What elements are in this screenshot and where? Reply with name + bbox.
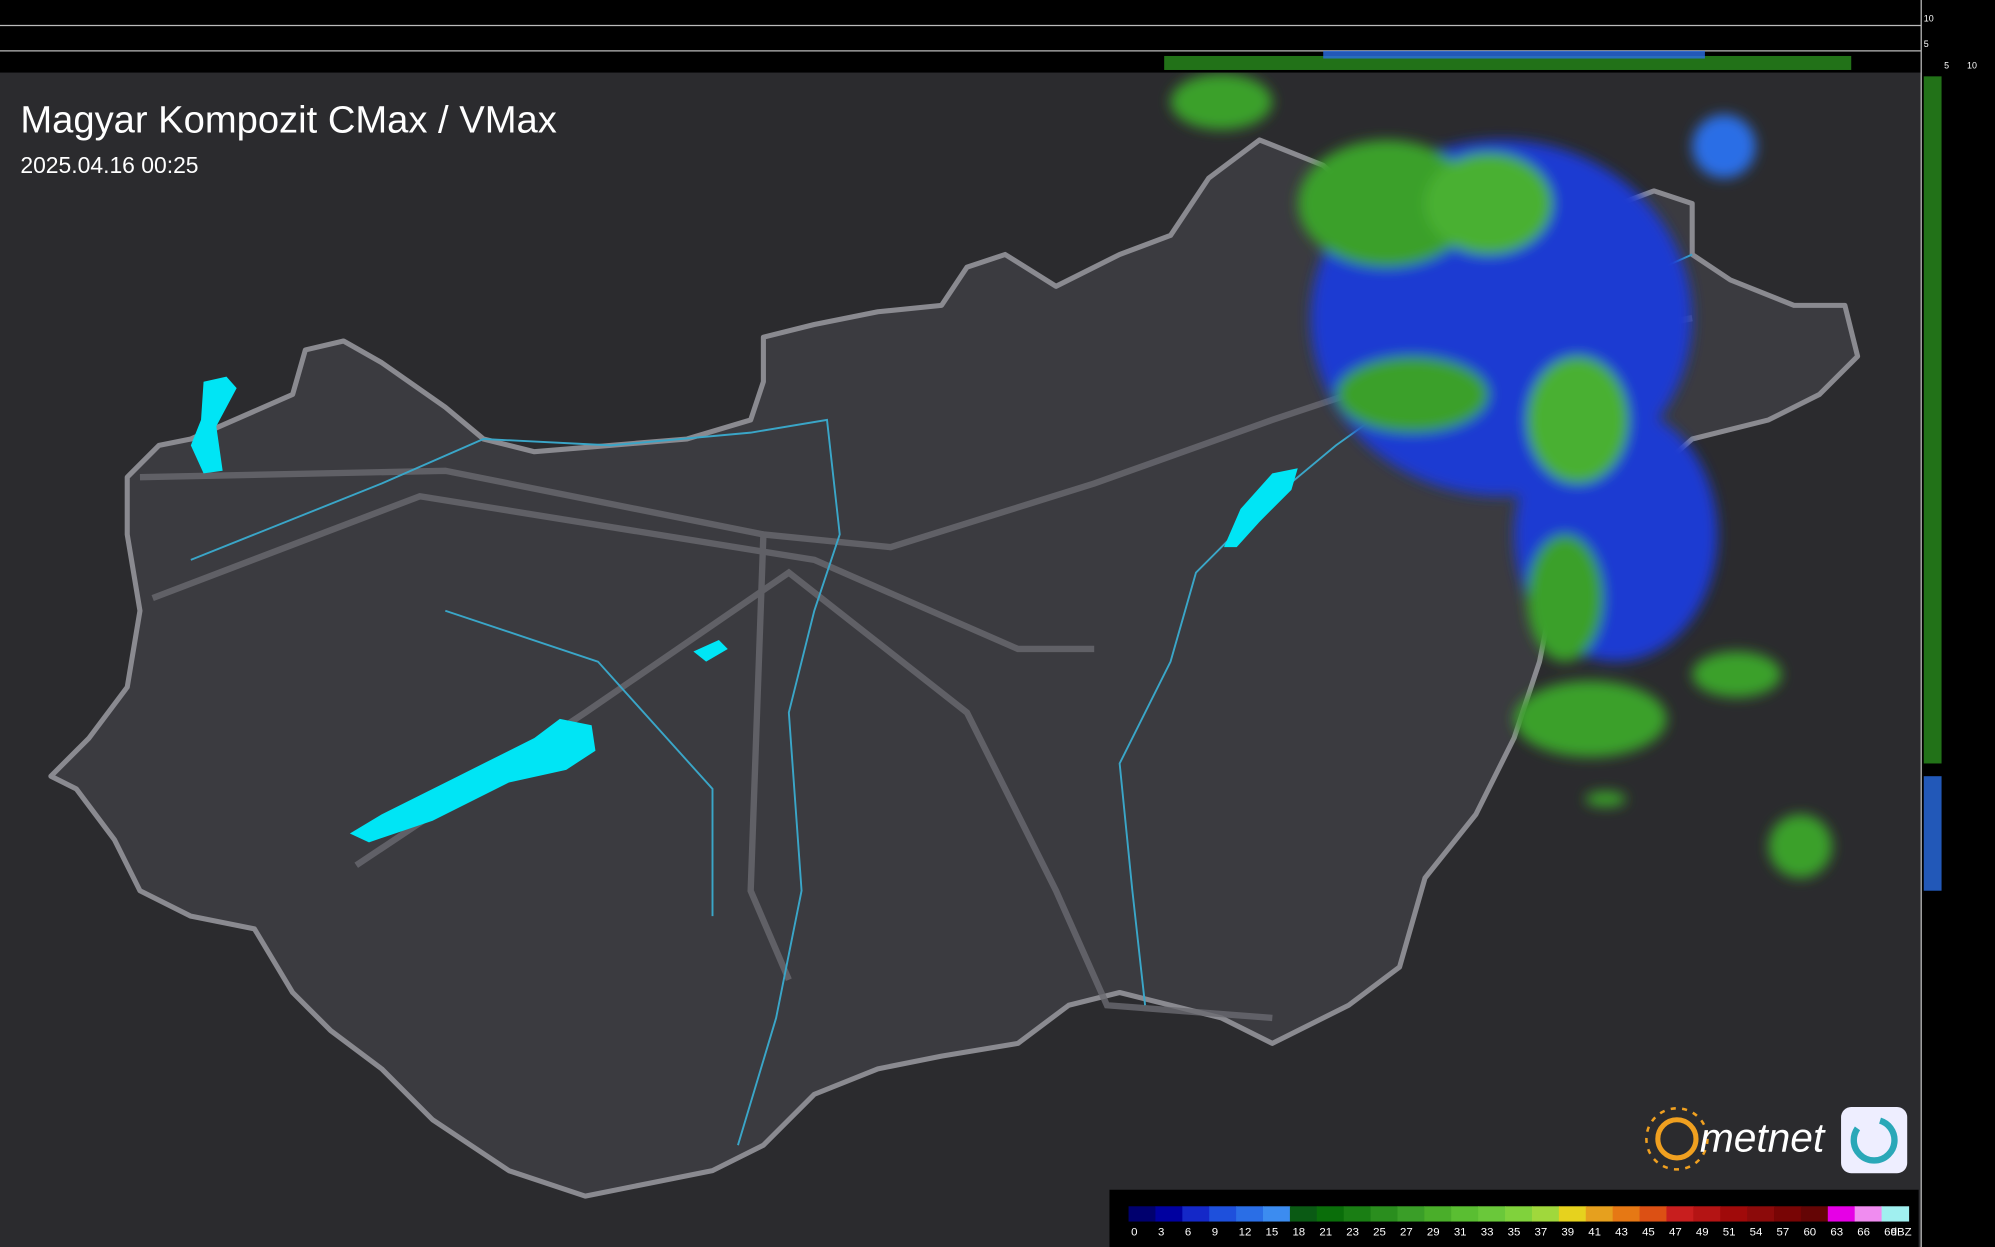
profile-echo [1923,776,1942,891]
legend-swatch [1209,1206,1237,1222]
legend-label: 39 [1561,1227,1574,1239]
profile-tick-label: 5 [1944,61,1949,71]
legend-swatch [1424,1206,1452,1222]
legend-swatch [1182,1206,1210,1222]
legend-swatch [1585,1206,1614,1222]
legend-label: 6 [1185,1227,1191,1239]
profile-tick-label: 10 [1967,61,1977,71]
legend-swatch [1289,1206,1318,1222]
radar-echoes [1170,73,1833,878]
profile-echo [1923,76,1942,764]
legend-label: 51 [1723,1227,1736,1239]
legend-label: 35 [1508,1227,1521,1239]
legend-swatch [1720,1206,1748,1222]
legend-label: 3 [1158,1227,1164,1239]
legend-swatch [1612,1206,1641,1222]
legend-swatch [1478,1206,1506,1222]
legend-label: 66 [1857,1227,1870,1239]
lakes [190,376,1298,843]
logo: metnet [1645,1107,1908,1174]
legend-label: 54 [1750,1227,1763,1239]
legend-swatch [1128,1206,1157,1222]
legend-label: 12 [1239,1227,1252,1239]
legend-swatch [1800,1206,1829,1222]
legend-label: 25 [1373,1227,1386,1239]
legend-label: 9 [1212,1227,1218,1239]
legend-swatch [1558,1206,1587,1222]
legend-label: 18 [1292,1227,1305,1239]
legend-swatch [1451,1206,1479,1222]
legend-swatch [1747,1206,1775,1222]
timestamp: 2025.04.16 00:25 [20,152,198,178]
legend-label: 31 [1454,1227,1467,1239]
legend-swatch [1881,1206,1910,1222]
legend-label: 37 [1535,1227,1548,1239]
legend-label: 47 [1669,1227,1682,1239]
legend-swatch [1263,1206,1291,1222]
legend-label: 57 [1777,1227,1790,1239]
legend-unit: dBZ [1891,1227,1912,1239]
legend-swatch [1639,1206,1668,1222]
legend-label: 69 [1884,1227,1897,1239]
legend-label: 33 [1481,1227,1494,1239]
profile-tick-label: 10 [1924,14,1934,24]
legend-label: 0 [1131,1227,1137,1239]
legend-swatch [1370,1206,1399,1222]
profile-echo [1164,55,1852,70]
legend-label: 27 [1400,1227,1413,1239]
legend-label: 60 [1803,1227,1816,1239]
legend-label: 21 [1319,1227,1332,1239]
legend-swatch [1666,1206,1694,1222]
legend-swatch [1774,1206,1802,1222]
legend-swatch [1531,1206,1560,1222]
legend-swatch [1397,1206,1426,1222]
legend-swatch [1343,1206,1372,1222]
profile-tick-label: 5 [1924,39,1929,49]
legend-label: 45 [1642,1227,1655,1239]
legend-label: 63 [1830,1227,1843,1239]
legend-swatch [1505,1206,1533,1222]
legend-label: 23 [1346,1227,1359,1239]
legend-label: 29 [1427,1227,1440,1239]
legend-swatch [1155,1206,1183,1222]
legend-label: 41 [1588,1227,1601,1239]
legend-swatch [1236,1206,1264,1222]
legend-swatch [1693,1206,1721,1222]
title: Magyar Kompozit CMax / VMax [20,98,556,141]
legend-label: 43 [1615,1227,1628,1239]
legend-swatch [1316,1206,1345,1222]
legend-swatch [1827,1206,1856,1222]
legend-label: 15 [1266,1227,1279,1239]
profile-echo [1323,50,1705,59]
logo-text: metnet [1700,1115,1826,1161]
legend-label: 49 [1696,1227,1709,1239]
legend-swatch [1854,1206,1883,1222]
